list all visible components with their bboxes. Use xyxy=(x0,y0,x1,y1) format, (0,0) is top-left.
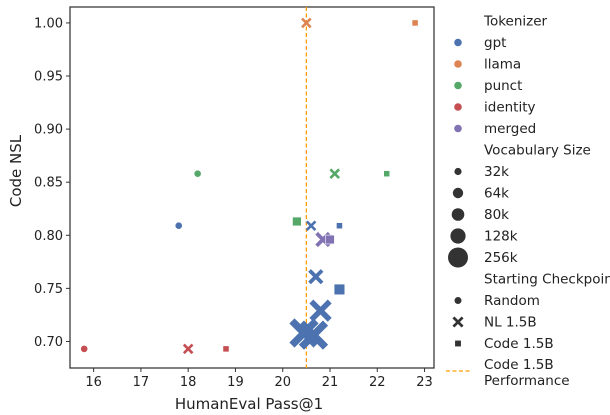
y-axis-label: Code NSL xyxy=(7,134,25,207)
legend-size-marker xyxy=(450,228,466,244)
legend-label-reference-line: Performance xyxy=(484,373,570,389)
legend-marker-merged xyxy=(454,124,462,133)
legend-label-size: 256k xyxy=(484,250,518,266)
legend-marker-checkpoint xyxy=(452,316,464,328)
legend-title-vocab-size: Vocabulary Size xyxy=(484,143,591,159)
y-tick-label: 0.70 xyxy=(34,335,63,350)
legend-label-size: 32k xyxy=(484,164,509,180)
data-point-identity-random xyxy=(80,344,89,353)
x-tick-label: 17 xyxy=(133,375,150,390)
legend-label-identity: identity xyxy=(484,100,536,116)
legend-label-checkpoint: NL 1.5B xyxy=(484,315,537,331)
data-point-gpt-code xyxy=(336,222,343,230)
points-group xyxy=(80,17,419,355)
data-point-gpt-random xyxy=(174,221,183,230)
data-point-llama-code xyxy=(411,19,419,27)
y-tick-label: 0.80 xyxy=(34,229,63,244)
legend-label-llama: llama xyxy=(484,57,521,73)
x-tick-label: 18 xyxy=(180,375,197,390)
data-point-merged-code xyxy=(325,234,335,245)
x-tick-label: 16 xyxy=(85,375,102,390)
legend-title-checkpoint: Starting Checkpoint xyxy=(484,272,610,288)
data-point-punct-code xyxy=(292,216,302,227)
plot-frame xyxy=(69,6,435,369)
data-point-punct-random xyxy=(193,169,202,178)
legend-label-checkpoint: Random xyxy=(484,293,540,309)
x-tick-label: 20 xyxy=(274,375,291,390)
data-point-llama-nl xyxy=(301,17,312,29)
x-tick-label: 23 xyxy=(416,375,433,390)
y-tick-label: 0.90 xyxy=(34,123,63,138)
x-tick-label: 22 xyxy=(369,375,386,390)
data-point-gpt-nl xyxy=(298,320,329,350)
data-point-punct-nl xyxy=(329,168,340,179)
data-point-gpt-nl xyxy=(308,269,324,285)
legend-label-checkpoint: Code 1.5B xyxy=(484,336,554,352)
legend-size-marker xyxy=(452,187,464,199)
y-tick-label: 0.75 xyxy=(34,282,63,297)
data-point-identity-code xyxy=(222,345,230,353)
data-point-gpt-code xyxy=(333,283,346,296)
x-tick-label: 21 xyxy=(322,375,339,390)
legend-marker-llama xyxy=(454,60,462,68)
y-tick-label: 1.00 xyxy=(34,16,63,31)
y-tick-label: 0.85 xyxy=(34,176,63,191)
legend-label-size: 64k xyxy=(484,186,509,202)
legend-label-size: 80k xyxy=(484,207,509,223)
legend-group: Tokenizer gpt llama punct identity merged Voca… xyxy=(446,14,610,389)
legend-marker-checkpoint xyxy=(454,339,462,348)
legend-label-size: 128k xyxy=(484,229,518,245)
legend-label-punct: punct xyxy=(484,78,522,94)
axes-group: 16 17 18 19 20 21 22 23 0.70 0.75 0.80 0.85 0.90 0.95… xyxy=(34,6,435,390)
legend-label-reference-line: Code 1.5B xyxy=(484,357,554,373)
legend-marker-gpt xyxy=(454,38,462,47)
data-point-gpt-nl xyxy=(305,220,317,231)
legend-size-marker xyxy=(451,208,465,221)
x-axis-label: HumanEval Pass@1 xyxy=(175,395,323,413)
legend-marker-punct xyxy=(454,81,462,90)
data-point-identity-nl xyxy=(182,343,194,355)
legend-size-marker xyxy=(454,167,462,176)
x-tick-label: 19 xyxy=(227,375,244,390)
data-point-punct-code xyxy=(383,170,391,178)
legend-size-marker xyxy=(448,247,468,268)
legend-label-gpt: gpt xyxy=(484,35,506,51)
data-point-gpt-nl xyxy=(309,299,332,322)
legend-marker-identity xyxy=(454,103,462,111)
legend-marker-checkpoint xyxy=(453,296,463,305)
y-tick-label: 0.95 xyxy=(34,70,63,85)
legend-label-merged: merged xyxy=(484,121,536,137)
legend-title-tokenizer: Tokenizer xyxy=(483,14,548,30)
